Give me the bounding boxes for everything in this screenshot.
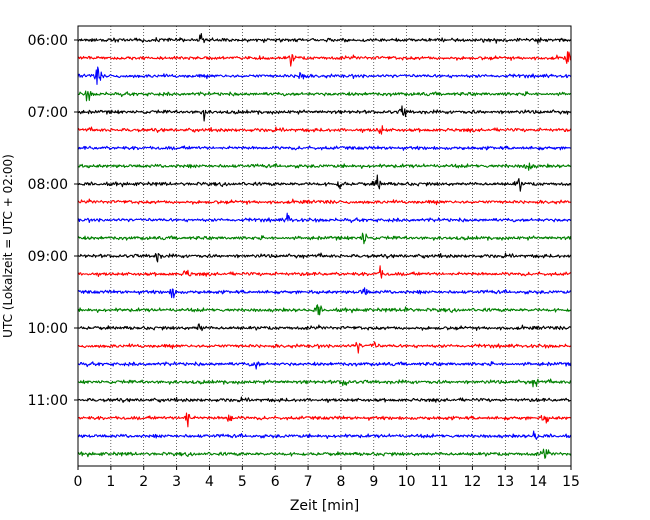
x-tick-label: 0 [74,474,83,490]
x-tick-label: 1 [106,474,115,490]
trace-line [77,90,571,102]
trace-line [77,51,572,67]
trace-line [77,287,572,299]
x-tick-label: 14 [529,474,547,490]
y-tick-label: 07:00 [28,105,68,121]
trace-line [77,33,572,44]
trace-line [78,323,572,332]
y-tick-label: 06:00 [28,33,68,49]
y-tick-label: 08:00 [28,177,68,193]
trace-line [77,105,572,122]
trace-line [77,212,572,224]
trace-line [77,412,572,428]
y-tick-label: 11:00 [28,393,68,409]
x-tick-label: 12 [463,474,481,490]
trace-line [77,265,572,279]
x-tick-label: 4 [205,474,214,490]
trace-line [77,162,572,171]
x-tick-label: 7 [304,474,313,490]
y-tick-label: 09:00 [28,249,68,265]
trace-line [77,145,571,151]
y-axis-label: UTC (Lokalzeit = UTC + 02:00) [1,154,15,338]
trace-line [77,430,572,440]
x-tick-label: 6 [271,474,280,490]
x-axis: 0 1 2 3 4 5 6 7 8 9 10 11 12 13 14 15 [74,466,580,490]
x-axis-label: Zeit [min] [290,498,359,514]
y-tick-label: 10:00 [28,321,68,337]
trace-line [77,66,572,85]
x-tick-label: 13 [496,474,514,490]
x-tick-label: 11 [431,474,449,490]
trace-line [77,174,572,192]
trace-line [77,125,572,135]
x-tick-label: 5 [238,474,247,490]
trace-line [77,232,572,245]
trace-line [77,304,572,316]
y-axis: 06:00 07:00 08:00 09:00 10:00 11:00 [28,33,78,409]
trace-line [77,198,572,206]
plot-frame [77,25,572,467]
trace-line [78,396,572,404]
trace-line [77,252,571,263]
x-tick-label: 9 [369,474,378,490]
trace-layer [77,33,572,459]
x-tick-label: 3 [172,474,181,490]
x-tick-label: 10 [398,474,416,490]
trace-line [77,378,572,388]
x-tick-label: 8 [336,474,345,490]
x-tick-label: 2 [139,474,148,490]
trace-line [77,448,572,459]
trace-line [77,341,572,354]
x-tick-label: 15 [562,474,580,490]
trace-line [77,361,572,370]
